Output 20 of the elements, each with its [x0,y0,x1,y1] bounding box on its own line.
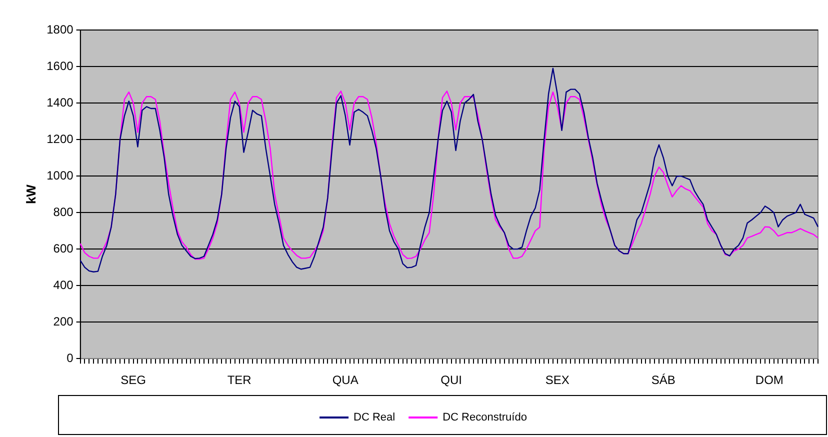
y-tick-label: 1200 [46,132,74,146]
x-tick-label: QUA [332,373,358,388]
y-axis-title: kW [23,184,38,204]
x-tick-label: SÁB [651,373,676,388]
x-tick-label: QUI [440,373,462,388]
legend-label: DC Reconstruído [442,412,527,424]
y-tick-label: 1600 [46,58,74,73]
legend-label: DC Real [354,412,396,424]
x-tick-label: DOM [755,373,784,388]
y-tick-label: 1800 [46,22,74,36]
y-tick-label: 800 [53,204,74,219]
x-tick-label: TER [227,373,252,388]
x-tick-label: SEG [120,373,146,388]
y-tick-label: 400 [53,278,74,292]
y-tick-label: 0 [66,350,74,365]
x-tick-label: SEX [545,373,570,388]
y-tick-label: 1400 [46,95,74,110]
y-tick-label: 600 [53,241,74,256]
y-tick-label: 200 [53,314,74,328]
y-tick-label: 1000 [46,168,74,182]
